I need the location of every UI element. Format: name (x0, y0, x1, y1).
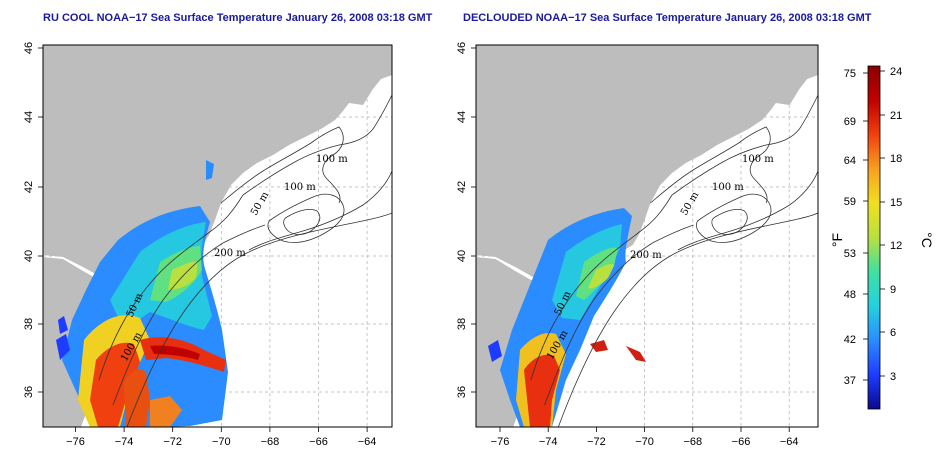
fahrenheit-unit-label: °F (829, 233, 845, 247)
x-tick-label: −68 (683, 436, 702, 448)
x-tick-label: −70 (212, 436, 231, 448)
colorbar-f-label: 48 (844, 289, 856, 301)
colorbar-f-label: 69 (844, 116, 856, 128)
colorbar-c-label: 15 (890, 197, 902, 209)
y-tick-label: 36 (456, 386, 468, 398)
x-tick-label: −76 (491, 436, 510, 448)
y-tick-label: 44 (23, 111, 35, 123)
right-contour-label: 100 m (712, 182, 744, 193)
x-tick-label: −76 (66, 436, 85, 448)
colorbar-c-label: 21 (890, 110, 902, 122)
colorbar-c-label: 12 (890, 240, 902, 252)
colorbar-f-label: 53 (844, 248, 856, 260)
colorbar-c-label: 18 (890, 153, 902, 165)
colorbar-f-label: 59 (844, 196, 856, 208)
x-tick-label: −68 (261, 436, 280, 448)
left-panel-title: RU COOL NOAA−17 Sea Surface Temperature … (43, 12, 433, 24)
y-tick-label: 44 (456, 111, 468, 123)
x-tick-label: −72 (587, 436, 606, 448)
colorbar-f-label: 75 (844, 68, 856, 80)
y-tick-label: 42 (456, 181, 468, 193)
y-tick-label: 40 (456, 250, 468, 262)
colorbar-c-label: 9 (890, 284, 896, 296)
colorbar-bar (867, 65, 881, 410)
x-tick-label: −66 (732, 436, 751, 448)
colorbar-c-label: 3 (890, 371, 896, 383)
colorbar-f-label: 37 (844, 375, 856, 387)
colorbar-f-label: 64 (844, 155, 856, 167)
y-tick-label: 40 (23, 250, 35, 262)
colorbar-c-label: 24 (890, 66, 902, 78)
left-contour-label: 100 m (316, 154, 348, 165)
y-tick-label: 42 (23, 181, 35, 193)
y-tick-label: 36 (23, 386, 35, 398)
colorbar-celsius-ticks: 24 21 18 15 12 9 6 3 (880, 66, 902, 383)
x-tick-label: −72 (163, 436, 182, 448)
colorbar: 75 69 64 59 53 48 42 37 24 21 18 15 12 9 6 3 °F °C (829, 65, 935, 410)
x-tick-label: −64 (358, 436, 377, 448)
x-tick-label: −70 (635, 436, 654, 448)
y-tick-label: 46 (23, 42, 35, 54)
right-panel-title: DECLOUDED NOAA−17 Sea Surface Temperatur… (463, 12, 872, 24)
colorbar-f-label: 42 (844, 334, 856, 346)
x-tick-label: −74 (539, 436, 558, 448)
colorbar-fahrenheit-ticks: 75 69 64 59 53 48 42 37 (844, 68, 868, 387)
colorbar-c-label: 6 (890, 327, 896, 339)
right-map-panel: 100 m 100 m 50 m 50 m 200 m 100 m (475, 44, 819, 428)
x-tick-label: −64 (780, 436, 799, 448)
right-y-axis: 36 38 40 42 44 46 (456, 42, 476, 398)
y-tick-label: 38 (23, 318, 35, 330)
x-tick-label: −74 (115, 436, 134, 448)
y-tick-label: 46 (456, 42, 468, 54)
y-tick-label: 38 (456, 318, 468, 330)
left-contour-label: 200 m (214, 248, 246, 259)
left-contour-label: 100 m (284, 182, 316, 193)
left-map-panel: 100 m 100 m 50 m 50 m 200 m 100 m (42, 44, 393, 428)
left-x-axis: −76 −74 −72 −70 −68 −66 −64 (66, 427, 376, 448)
right-contour-label: 100 m (742, 154, 774, 165)
x-tick-label: −66 (309, 436, 328, 448)
celsius-unit-label: °C (919, 232, 935, 248)
right-contour-label: 200 m (630, 250, 662, 261)
left-y-axis: 36 38 40 42 44 46 (23, 42, 43, 398)
right-x-axis: −76 −74 −72 −70 −68 −66 −64 (491, 427, 799, 448)
